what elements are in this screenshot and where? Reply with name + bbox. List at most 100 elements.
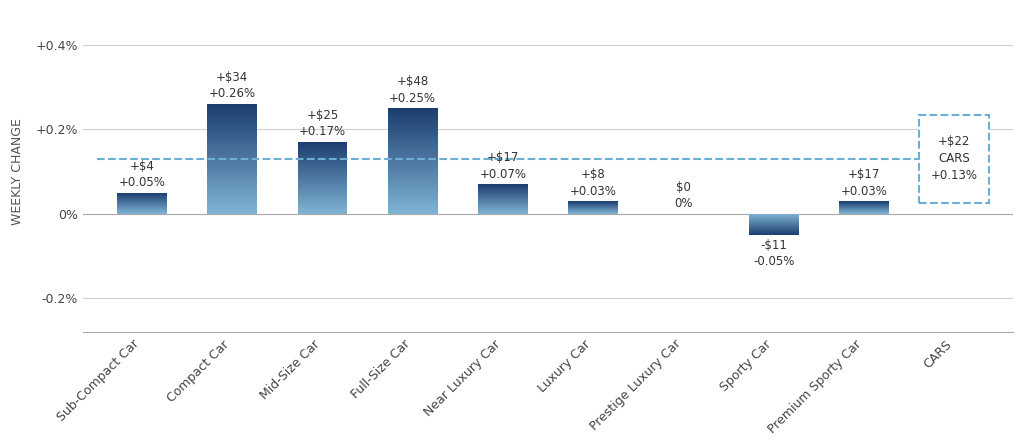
Bar (298, 145, 347, 146)
Bar (298, 167, 347, 168)
Bar (208, 201, 257, 202)
Bar (208, 186, 257, 187)
Bar (208, 120, 257, 121)
Bar (208, 175, 257, 176)
Bar (388, 143, 437, 144)
Bar (388, 193, 437, 194)
Bar (388, 135, 437, 136)
Bar (388, 114, 437, 115)
Bar (208, 210, 257, 211)
Bar (298, 159, 347, 160)
Bar (208, 176, 257, 177)
Bar (388, 131, 437, 132)
Bar (208, 195, 257, 196)
Bar (388, 115, 437, 116)
Bar (388, 151, 437, 152)
Bar (388, 201, 437, 202)
Bar (298, 213, 347, 214)
Bar (388, 140, 437, 141)
Bar (298, 175, 347, 176)
Bar (208, 181, 257, 182)
Bar (298, 194, 347, 195)
Bar (208, 189, 257, 190)
Bar (298, 157, 347, 158)
Bar (208, 104, 257, 105)
Bar (298, 148, 347, 149)
Bar (208, 184, 257, 185)
Bar (208, 204, 257, 205)
Bar (388, 141, 437, 142)
Bar (208, 179, 257, 180)
Bar (388, 150, 437, 151)
Text: +$4
+0.05%: +$4 +0.05% (119, 160, 166, 189)
Bar (208, 161, 257, 162)
Bar (388, 137, 437, 138)
Bar (298, 195, 347, 196)
Bar (208, 108, 257, 109)
Bar (388, 130, 437, 131)
Bar (208, 177, 257, 178)
Bar (298, 150, 347, 151)
Bar (208, 150, 257, 151)
Bar (298, 144, 347, 145)
Bar (298, 161, 347, 162)
Bar (208, 197, 257, 198)
Bar (388, 109, 437, 110)
Bar (388, 198, 437, 199)
Bar (208, 213, 257, 214)
Bar (298, 169, 347, 170)
Bar (298, 172, 347, 173)
Bar (388, 188, 437, 189)
Text: +$25
+0.17%: +$25 +0.17% (299, 109, 346, 139)
Bar (208, 156, 257, 157)
Bar (298, 208, 347, 209)
Bar (208, 125, 257, 126)
Bar (298, 192, 347, 193)
Bar (298, 149, 347, 150)
Bar (208, 194, 257, 195)
Bar (208, 134, 257, 135)
Bar (208, 153, 257, 154)
Bar (388, 157, 437, 158)
Bar (208, 169, 257, 170)
Bar (208, 166, 257, 167)
Bar (208, 123, 257, 124)
Bar (388, 123, 437, 124)
Bar (388, 211, 437, 212)
Bar (208, 159, 257, 160)
Bar (388, 203, 437, 204)
Bar (298, 160, 347, 161)
Bar (298, 201, 347, 202)
Bar (208, 110, 257, 111)
Text: +$34
+0.26%: +$34 +0.26% (209, 71, 256, 101)
Bar (298, 171, 347, 172)
Bar (298, 181, 347, 182)
Bar (208, 144, 257, 145)
Bar (208, 113, 257, 114)
Bar (298, 142, 347, 143)
Bar (208, 117, 257, 118)
Bar (388, 142, 437, 143)
Bar (298, 166, 347, 167)
Bar (388, 134, 437, 135)
Bar (208, 188, 257, 189)
Bar (388, 162, 437, 163)
Bar (388, 205, 437, 206)
Bar (298, 151, 347, 152)
Bar (208, 202, 257, 203)
Bar (208, 128, 257, 129)
Bar (388, 195, 437, 196)
Bar (208, 139, 257, 140)
Bar (208, 171, 257, 172)
Bar (208, 193, 257, 194)
Bar (208, 121, 257, 122)
Bar (298, 186, 347, 187)
Bar (208, 141, 257, 142)
Bar (388, 154, 437, 155)
Bar (208, 143, 257, 144)
Bar (388, 175, 437, 176)
Bar (298, 147, 347, 148)
Bar (208, 155, 257, 156)
Text: $0
0%: $0 0% (674, 181, 692, 210)
Bar (298, 178, 347, 179)
